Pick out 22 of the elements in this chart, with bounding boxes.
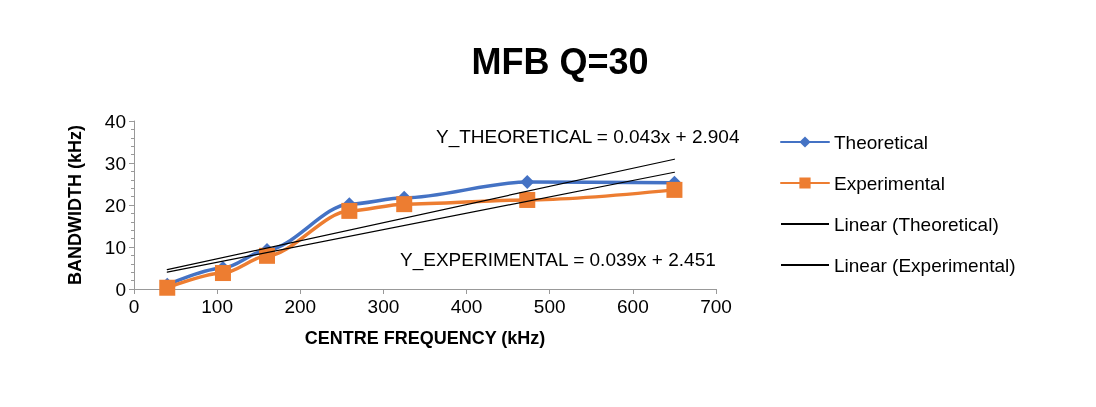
x-tick-label: 600 [617,296,649,317]
legend-label: Experimental [834,172,945,194]
y-tick-label: 20 [104,194,126,216]
annotation: Y_EXPERIMENTAL = 0.039x + 2.451 [400,249,716,271]
annotation: Y_THEORETICAL = 0.043x + 2.904 [436,126,740,148]
x-tick-label: 700 [700,296,732,317]
x-tick-label: 300 [367,296,400,317]
y-axis-title: BANDWIDTH (kHz) [65,125,85,285]
x-tick-label: 100 [201,296,233,317]
chart-title: MFB Q=30 [471,40,649,82]
legend-label: Linear (Theoretical) [834,213,999,235]
x-tick-label: 0 [128,296,140,317]
legend-label: Theoretical [834,131,928,153]
y-tick-label: 0 [115,278,126,300]
x-tick-label: 200 [284,296,317,317]
y-tick-label: 10 [104,236,126,258]
y-tick-label: 40 [104,110,126,132]
y-tick-label: 30 [104,152,126,174]
x-tick-label: 400 [450,296,483,317]
x-tick-label: 500 [533,296,566,317]
x-axis-title: CENTRE FREQUENCY (kHz) [304,328,546,348]
legend-label: Linear (Experimental) [834,254,1016,276]
